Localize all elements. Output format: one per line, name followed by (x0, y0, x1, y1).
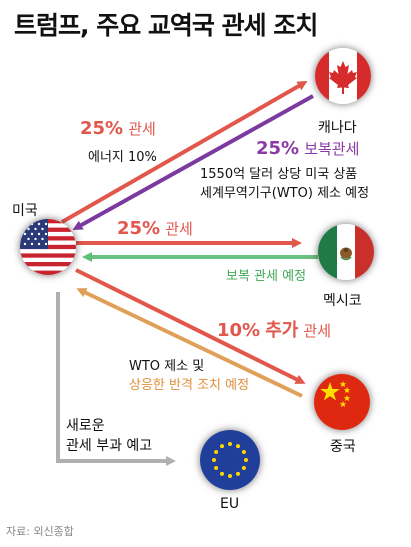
canada-retaliation-label: 25% 보복관세 (256, 138, 359, 159)
page-title: 트럼프, 주요 교역국 관세 조치 (14, 11, 318, 40)
eu-notice-line2: 관세 부과 예고 (66, 438, 153, 454)
canada-tariff-label: 25% 관세 (80, 118, 156, 139)
china-flag-icon (314, 374, 370, 430)
us-label: 미국 (12, 203, 38, 219)
source-note: 자료: 외신종합 (6, 525, 74, 538)
canada-retaliation-line1: 1550억 달러 상당 미국 상품 (200, 167, 358, 182)
canada-retaliation-line2: 세계무역기구(WTO) 제소 예정 (200, 186, 370, 201)
arrow-us-to-eu (56, 292, 176, 466)
arrow-canada-to-us (72, 94, 314, 230)
arrow-china-to-us (76, 288, 303, 398)
china-retaliation-line2: 상응한 반격 조치 예정 (129, 378, 250, 393)
china-tariff-label: 10% 추가 관세 (217, 316, 331, 342)
eu-flag-icon (200, 430, 260, 490)
eu-label: EU (220, 496, 240, 512)
china-label: 중국 (330, 439, 356, 455)
arrow-us-to-china (75, 268, 306, 384)
canada-retaliation-word: 보복관세 (304, 140, 360, 158)
canada-tariff-word: 관세 (128, 120, 156, 138)
canada-tariff-percent: 25% (80, 118, 124, 139)
canada-label: 캐나다 (318, 120, 357, 136)
china-retaliation-line1: WTO 제소 및 (129, 359, 205, 374)
mexico-tariff-word: 관세 (165, 220, 193, 238)
china-tariff-percent: 10% (217, 320, 261, 341)
usa-flag-icon (20, 219, 76, 275)
eu-notice-line1: 새로운 (66, 418, 105, 434)
canada-flag-icon (315, 48, 371, 104)
mexico-flag-icon (318, 224, 374, 280)
mexico-label: 멕시코 (323, 293, 362, 309)
mexico-tariff-percent: 25% (117, 218, 161, 239)
mexico-retaliation-label: 보복 관세 예정 (226, 269, 307, 284)
mexico-tariff-label: 25% 관세 (117, 218, 193, 239)
china-tariff-word: 관세 (303, 322, 332, 340)
arrow-us-to-canada (61, 81, 308, 224)
canada-tariff-note: 에너지 10% (88, 150, 157, 165)
canada-retaliation-percent: 25% (256, 138, 300, 159)
china-tariff-extra: 추가 (265, 320, 299, 341)
